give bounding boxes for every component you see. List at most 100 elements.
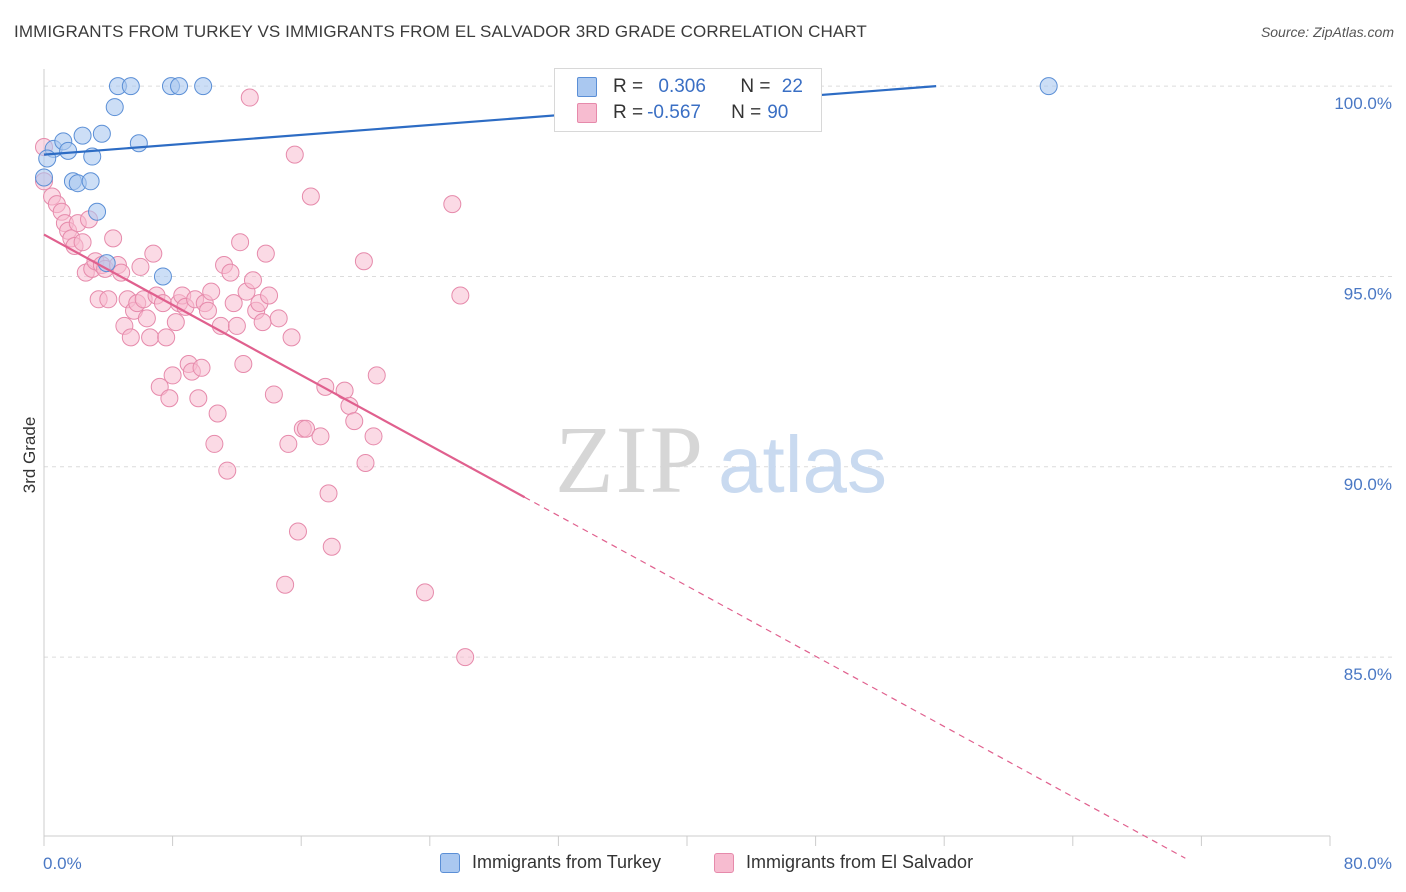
salvador-point: [279, 434, 298, 453]
turkey-swatch: [577, 77, 597, 97]
turkey-point: [38, 149, 57, 168]
salvador-point: [282, 328, 301, 347]
y-tick-label: 90.0%: [1344, 475, 1392, 494]
salvador-point: [141, 328, 160, 347]
salvador-point: [104, 229, 123, 248]
salvador-r-label: R =: [613, 102, 644, 123]
el-salvador-series: [35, 88, 475, 667]
salvador-point: [319, 484, 338, 503]
salvador-point: [415, 583, 434, 602]
y-tick-label: 95.0%: [1344, 284, 1392, 303]
bottom-salvador-swatch: [714, 852, 734, 873]
stats-legend: R = 0.306 N = 22 R = -0.567 N = 90: [554, 68, 822, 132]
salvador-point: [189, 389, 208, 408]
salvador-point: [285, 145, 304, 164]
salvador-point: [144, 244, 163, 263]
salvador-point: [240, 88, 259, 107]
bottom-salvador-label: Immigrants from El Salvador: [746, 852, 974, 872]
salvador-point: [345, 412, 364, 431]
turkey-point: [81, 172, 100, 191]
salvador-point: [160, 389, 179, 408]
source-label: Source: ZipAtlas.com: [1260, 24, 1394, 40]
turkey-point: [153, 267, 172, 286]
salvador-point: [224, 294, 243, 313]
salvador-point: [137, 309, 156, 328]
salvador-point: [198, 301, 217, 320]
salvador-point: [256, 244, 275, 263]
salvador-point: [322, 537, 341, 556]
legend-row-salvador: R = -0.567 N = 90: [577, 101, 788, 125]
turkey-point: [129, 134, 148, 153]
salvador-point: [451, 286, 470, 305]
y-tick-label: 100.0%: [1334, 94, 1392, 113]
turkey-point: [88, 202, 107, 221]
turkey-point: [170, 77, 189, 96]
turkey-point: [59, 141, 78, 160]
salvador-point: [205, 434, 224, 453]
salvador-point: [131, 257, 150, 276]
turkey-point: [194, 77, 213, 96]
salvador-n-value: 90: [767, 102, 789, 123]
y-tick-label: 85.0%: [1344, 665, 1392, 684]
turkey-point: [121, 77, 140, 96]
turkey-n-label: N =: [740, 76, 771, 97]
legend-row-turkey: R = 0.306 N = 22: [577, 75, 803, 99]
salvador-point: [269, 309, 288, 328]
salvador-point: [456, 648, 475, 667]
y-tick-labels: 100.0% 95.0% 90.0% 85.0%: [1334, 94, 1392, 684]
salvador-point: [356, 453, 375, 472]
x-tick-label-max: 80.0%: [1344, 854, 1392, 873]
salvador-point: [260, 286, 279, 305]
salvador-point: [221, 263, 240, 282]
salvador-point: [311, 427, 330, 446]
salvador-point: [301, 187, 320, 206]
salvador-point: [73, 233, 92, 252]
salvador-point: [227, 316, 246, 335]
salvador-point: [243, 271, 262, 290]
y-axis-label: 3rd Grade: [20, 417, 39, 494]
turkey-series: [35, 77, 1058, 286]
salvador-point: [288, 522, 307, 541]
salvador-swatch: [577, 103, 597, 123]
salvador-point: [367, 366, 386, 385]
salvador-point: [208, 404, 227, 423]
salvador-point: [364, 427, 383, 446]
bottom-legend-turkey: Immigrants from Turkey: [440, 852, 661, 873]
salvador-r-value: -0.567: [647, 102, 701, 123]
salvador-point: [231, 233, 250, 252]
turkey-point: [105, 98, 124, 117]
salvador-n-label: N =: [731, 102, 762, 123]
turkey-point: [1039, 77, 1058, 96]
salvador-point: [234, 355, 253, 373]
salvador-point: [297, 419, 316, 438]
turkey-n-value: 22: [781, 76, 803, 97]
salvador-point: [163, 366, 182, 385]
watermark-zip: ZIP: [555, 406, 705, 513]
bottom-turkey-swatch: [440, 852, 460, 873]
turkey-r-label: R =: [613, 76, 644, 97]
salvador-point: [202, 282, 221, 301]
salvador-point: [121, 328, 140, 347]
turkey-point: [73, 126, 92, 145]
salvador-point: [276, 575, 295, 594]
salvador-point: [166, 313, 185, 332]
salvador-point: [253, 313, 272, 332]
salvador-point: [443, 195, 462, 214]
salvador-point: [192, 358, 211, 377]
bottom-turkey-label: Immigrants from Turkey: [472, 852, 662, 872]
turkey-point: [35, 168, 53, 187]
salvador-point: [354, 252, 373, 271]
chart-title: IMMIGRANTS FROM TURKEY VS IMMIGRANTS FRO…: [14, 22, 867, 41]
turkey-point: [92, 124, 111, 143]
salvador-point: [218, 461, 237, 480]
salvador-point: [264, 385, 283, 404]
watermark-atlas: atlas: [718, 420, 887, 509]
x-tick-label-min: 0.0%: [43, 854, 82, 873]
bottom-legend-salvador: Immigrants from El Salvador: [714, 852, 973, 873]
salvador-point: [157, 328, 176, 347]
turkey-r-value: 0.306: [658, 76, 706, 97]
salvador-trendline-extension: [524, 496, 1186, 859]
salvador-trendline: [43, 233, 526, 499]
salvador-point: [99, 290, 118, 309]
